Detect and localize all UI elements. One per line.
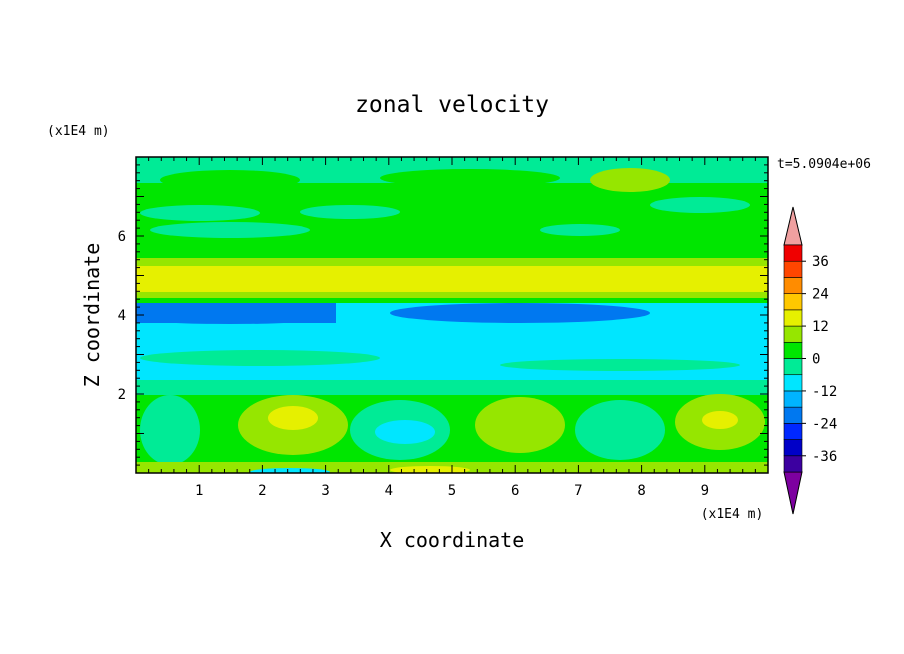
x-tick-label: 9 xyxy=(701,483,709,499)
colorbar-swatch xyxy=(783,374,803,392)
field-cell xyxy=(575,400,665,460)
x-axis-label: X coordinate xyxy=(380,528,525,552)
colorbar-swatch xyxy=(783,439,803,457)
x-axis: 1 2 3 4 5 6 7 8 9 xyxy=(135,157,769,499)
colorbar: 36 24 12 0 -12 -24 -36 xyxy=(783,206,837,515)
colorbar-label: -12 xyxy=(812,384,837,400)
field-cell xyxy=(702,411,738,429)
heatmap-field xyxy=(136,157,768,473)
field-patch xyxy=(650,197,750,213)
x-tick-label: 5 xyxy=(448,483,456,499)
field-cell xyxy=(375,420,435,444)
colorbar-swatch xyxy=(783,277,803,294)
field-patch xyxy=(540,224,620,236)
colorbar-arrow-top xyxy=(783,206,803,246)
colorbar-label: 24 xyxy=(812,287,829,303)
field-jet-edge xyxy=(136,292,768,300)
field-cell xyxy=(250,468,330,473)
x-tick-label: 7 xyxy=(574,483,582,499)
x-tick-label: 4 xyxy=(385,483,393,499)
field-patch xyxy=(140,350,380,366)
field-cell xyxy=(475,397,565,453)
y-tick-label: 4 xyxy=(118,308,126,324)
colorbar-swatch xyxy=(783,341,803,359)
colorbar-swatch xyxy=(783,325,803,343)
field-jet-edge xyxy=(136,258,768,268)
field-patch xyxy=(500,359,740,371)
x-tick-label: 1 xyxy=(195,483,203,499)
y-axis-unit: (x1E4 m) xyxy=(47,124,110,139)
x-tick-label: 3 xyxy=(321,483,329,499)
colorbar-swatch xyxy=(783,293,803,311)
colorbar-label: 0 xyxy=(812,352,820,368)
chart-title: zonal velocity xyxy=(355,92,549,118)
colorbar-swatch xyxy=(783,260,803,278)
y-axis-label: Z coordinate xyxy=(80,243,104,388)
field-patch xyxy=(300,205,400,219)
field-lower-band xyxy=(136,395,768,473)
x-tick-label: 2 xyxy=(258,483,266,499)
colorbar-arrow-bottom xyxy=(783,471,803,515)
field-transition xyxy=(136,380,768,396)
colorbar-label: 36 xyxy=(812,254,829,270)
field-cell xyxy=(390,466,470,473)
colorbar-label: -24 xyxy=(812,416,837,432)
field-patch xyxy=(590,168,670,192)
field-patch xyxy=(150,222,310,238)
y-axis: 2 4 6 xyxy=(118,156,768,474)
colorbar-swatch xyxy=(783,423,803,440)
time-label: t=5.0904e+06 xyxy=(777,157,871,172)
field-patch xyxy=(380,169,560,187)
colorbar-swatch xyxy=(783,358,803,376)
field-cell xyxy=(268,406,318,430)
x-tick-label: 6 xyxy=(511,483,519,499)
x-axis-unit: (x1E4 m) xyxy=(701,507,764,522)
field-strong-negative xyxy=(150,316,310,324)
colorbar-swatch xyxy=(783,390,803,408)
field-jet-edge xyxy=(136,298,768,303)
x-tick-label: 8 xyxy=(637,483,645,499)
colorbar-swatch xyxy=(783,309,803,327)
colorbar-swatch xyxy=(783,455,803,473)
field-patch xyxy=(140,205,260,221)
field-strong-negative xyxy=(390,303,650,323)
field-jet-core xyxy=(136,266,768,296)
field-patch xyxy=(160,170,300,190)
colorbar-label: 12 xyxy=(812,319,829,335)
colorbar-label: -36 xyxy=(812,449,837,465)
colorbar-swatch xyxy=(783,406,803,424)
y-tick-label: 6 xyxy=(118,229,126,245)
field-cell xyxy=(140,395,200,465)
y-tick-label: 2 xyxy=(118,387,126,403)
colorbar-swatch xyxy=(783,244,803,262)
